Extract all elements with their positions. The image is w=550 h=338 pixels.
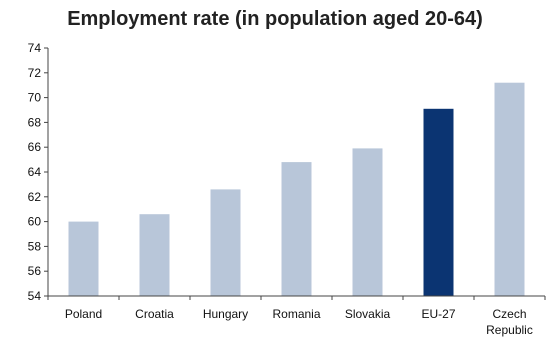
- bar-3: [281, 162, 312, 296]
- category-label-0: Poland: [65, 307, 102, 321]
- category-label-3-line-0: Romania: [272, 307, 320, 321]
- y-tick-label-5: 64: [28, 165, 42, 179]
- y-tick-label-1: 56: [28, 264, 42, 278]
- chart-title: Employment rate (in population aged 20-6…: [67, 8, 483, 30]
- category-label-6-line-0: Czech: [492, 307, 526, 321]
- category-label-4: Slovakia: [345, 307, 391, 321]
- y-tick-label-6: 66: [28, 140, 42, 154]
- category-label-4-line-0: Slovakia: [345, 307, 391, 321]
- category-label-6: Czech Republic: [486, 307, 533, 337]
- y-tick-label-9: 72: [28, 66, 42, 80]
- category-label-1: Croatia: [135, 307, 174, 321]
- bar-5: [423, 108, 454, 296]
- bar-4: [352, 148, 383, 296]
- bar-1: [139, 214, 170, 296]
- category-label-2: Hungary: [203, 307, 248, 321]
- y-tick-label-2: 58: [28, 239, 42, 253]
- bar-2: [210, 189, 241, 296]
- category-label-5: EU-27: [421, 307, 455, 321]
- y-tick-label-3: 60: [28, 215, 42, 229]
- y-tick-label-0: 54: [28, 289, 42, 303]
- category-label-5-line-0: EU-27: [421, 307, 455, 321]
- y-tick-label-4: 62: [28, 190, 42, 204]
- category-label-6-line-1: Republic: [486, 323, 533, 337]
- bar-0: [68, 221, 99, 296]
- y-tick-label-8: 70: [28, 91, 42, 105]
- category-label-1-line-0: Croatia: [135, 307, 174, 321]
- category-label-0-line-0: Poland: [65, 307, 102, 321]
- bar-6: [494, 82, 525, 296]
- y-tick-label-10: 74: [28, 41, 42, 55]
- category-label-3: Romania: [272, 307, 320, 321]
- category-label-2-line-0: Hungary: [203, 307, 248, 321]
- y-tick-label-7: 68: [28, 115, 42, 129]
